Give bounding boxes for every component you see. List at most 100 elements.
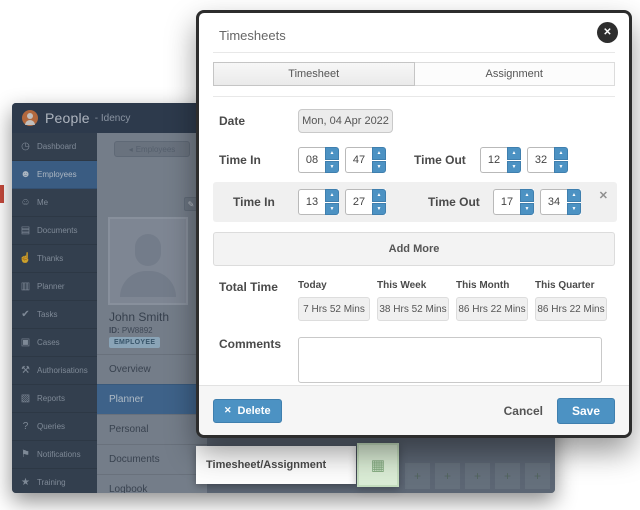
briefcase-icon: ▣ bbox=[20, 337, 31, 348]
time-out-minute-input[interactable] bbox=[540, 189, 567, 215]
profile-tab-documents[interactable]: Documents bbox=[97, 444, 207, 474]
sidebar-item-training[interactable]: ★ Training bbox=[12, 469, 97, 493]
date-label: Date bbox=[219, 114, 246, 128]
planner-add-cell[interactable]: + bbox=[525, 463, 550, 489]
time-out-label: Time Out bbox=[414, 153, 466, 167]
sidebar-item-label: Cases bbox=[37, 338, 60, 347]
total-time-label: Total Time bbox=[219, 280, 278, 294]
decrement-button[interactable]: ▼ bbox=[372, 160, 386, 173]
increment-button[interactable]: ▲ bbox=[372, 147, 386, 160]
increment-button[interactable]: ▲ bbox=[567, 189, 581, 202]
sidebar-item-label: Queries bbox=[37, 422, 66, 431]
delete-x-icon: ✕ bbox=[224, 405, 232, 415]
increment-button[interactable]: ▲ bbox=[325, 189, 339, 202]
decrement-button[interactable]: ▼ bbox=[325, 160, 339, 173]
save-button[interactable]: Save bbox=[556, 397, 615, 424]
brand-suffix: - Idency bbox=[94, 112, 131, 124]
brand-name: People bbox=[45, 110, 90, 126]
plus-icon: + bbox=[533, 469, 541, 483]
profile-tab-planner[interactable]: Planner bbox=[97, 384, 207, 414]
document-icon: ▤ bbox=[20, 225, 31, 236]
down-arrow-icon: ▼ bbox=[329, 163, 335, 170]
profile-menu: Overview Planner Personal Documents Logb… bbox=[97, 354, 207, 493]
cancel-button[interactable]: Cancel bbox=[503, 403, 543, 418]
back-button-label: Employees bbox=[135, 144, 176, 154]
date-input[interactable] bbox=[298, 109, 393, 133]
planner-add-cell[interactable]: + bbox=[405, 463, 430, 489]
sidebar-item-authorisations[interactable]: ⚒ Authorisations bbox=[12, 357, 97, 385]
tab-timesheet[interactable]: Timesheet bbox=[213, 62, 415, 86]
planner-add-cell[interactable]: + bbox=[435, 463, 460, 489]
sidebar-item-label: Notifications bbox=[37, 450, 81, 459]
tab-assignment[interactable]: Assignment bbox=[414, 62, 615, 86]
increment-button[interactable]: ▲ bbox=[372, 189, 386, 202]
time-out-minute-spinner: ▲ ▼ bbox=[527, 147, 568, 173]
plus-icon: + bbox=[413, 469, 421, 483]
time-row-1: Time In ▲ ▼ ▲ ▼ Time Out ▲ bbox=[219, 147, 629, 173]
sidebar-item-thanks[interactable]: ☝ Thanks bbox=[12, 245, 97, 273]
timesheets-modal: Timesheets ✕ Timesheet Assignment Date T… bbox=[196, 10, 632, 438]
total-this-month: This Month 86 Hrs 22 Mins bbox=[456, 280, 528, 321]
time-out-hour-input[interactable] bbox=[480, 147, 507, 173]
decrement-button[interactable]: ▼ bbox=[520, 202, 534, 215]
profile-tab-logbook[interactable]: Logbook bbox=[97, 474, 207, 493]
sidebar-item-queries[interactable]: ? Queries bbox=[12, 413, 97, 441]
back-to-employees-button[interactable]: ◂ Employees bbox=[114, 141, 190, 157]
increment-button[interactable]: ▲ bbox=[325, 147, 339, 160]
time-out-hour-input[interactable] bbox=[493, 189, 520, 215]
total-column-value: 86 Hrs 22 Mins bbox=[535, 297, 607, 321]
sidebar-item-tasks[interactable]: ✔ Tasks bbox=[12, 301, 97, 329]
spinner-buttons: ▲ ▼ bbox=[554, 147, 568, 173]
decrement-button[interactable]: ▼ bbox=[554, 160, 568, 173]
add-more-button[interactable]: Add More bbox=[213, 232, 615, 266]
down-arrow-icon: ▼ bbox=[376, 205, 382, 212]
spinner-buttons: ▲ ▼ bbox=[567, 189, 581, 215]
increment-button[interactable]: ▲ bbox=[554, 147, 568, 160]
planner-row-label-text: Timesheet/Assignment bbox=[206, 459, 327, 471]
decrement-button[interactable]: ▼ bbox=[372, 202, 386, 215]
sidebar-item-dashboard[interactable]: ◷ Dashboard bbox=[12, 133, 97, 161]
employee-id-value: PW8892 bbox=[121, 326, 153, 335]
increment-button[interactable]: ▲ bbox=[507, 147, 521, 160]
time-in-hour-input[interactable] bbox=[298, 189, 325, 215]
time-in-hour-spinner: ▲ ▼ bbox=[298, 189, 339, 215]
decrement-button[interactable]: ▼ bbox=[325, 202, 339, 215]
comments-input[interactable] bbox=[298, 337, 602, 383]
plus-icon: + bbox=[443, 469, 451, 483]
decrement-button[interactable]: ▼ bbox=[507, 160, 521, 173]
sidebar-item-employees[interactable]: ☻ Employees bbox=[12, 161, 97, 189]
time-out-hour-spinner: ▲ ▼ bbox=[493, 189, 534, 215]
down-arrow-icon: ▼ bbox=[511, 163, 517, 170]
time-in-label: Time In bbox=[233, 195, 275, 209]
selected-timesheet-cell[interactable]: ▦ bbox=[357, 443, 399, 487]
sidebar-item-label: Tasks bbox=[37, 310, 58, 319]
modal-title: Timesheets bbox=[219, 28, 286, 43]
planner-selected-row: Timesheet/Assignment ▦ bbox=[196, 443, 399, 487]
profile-tab-personal[interactable]: Personal bbox=[97, 414, 207, 444]
planner-add-cell[interactable]: + bbox=[465, 463, 490, 489]
chart-icon: ▧ bbox=[20, 393, 31, 404]
profile-tab-overview[interactable]: Overview bbox=[97, 354, 207, 384]
up-arrow-icon: ▲ bbox=[376, 150, 382, 157]
time-out-minute-input[interactable] bbox=[527, 147, 554, 173]
sidebar-item-reports[interactable]: ▧ Reports bbox=[12, 385, 97, 413]
time-in-minute-input[interactable] bbox=[345, 189, 372, 215]
sidebar-item-notifications[interactable]: ⚑ Notifications bbox=[12, 441, 97, 469]
sidebar-item-me[interactable]: ☺ Me bbox=[12, 189, 97, 217]
close-button[interactable]: ✕ bbox=[597, 22, 618, 43]
sidebar-item-label: Thanks bbox=[37, 254, 64, 263]
time-in-minute-input[interactable] bbox=[345, 147, 372, 173]
time-in-label: Time In bbox=[219, 153, 261, 167]
sidebar-item-cases[interactable]: ▣ Cases bbox=[12, 329, 97, 357]
delete-button[interactable]: ✕ Delete bbox=[213, 398, 282, 423]
sidebar-item-documents[interactable]: ▤ Documents bbox=[12, 217, 97, 245]
spinner-buttons: ▲ ▼ bbox=[325, 147, 339, 173]
remove-row-button[interactable]: ✕ bbox=[599, 189, 608, 202]
increment-button[interactable]: ▲ bbox=[520, 189, 534, 202]
time-in-hour-input[interactable] bbox=[298, 147, 325, 173]
sidebar-item-planner[interactable]: ▥ Planner bbox=[12, 273, 97, 301]
decrement-button[interactable]: ▼ bbox=[567, 202, 581, 215]
background-artifact bbox=[0, 185, 4, 203]
total-time-section: Total Time Today 7 Hrs 52 Mins This Week… bbox=[219, 280, 629, 321]
planner-add-cell[interactable]: + bbox=[495, 463, 520, 489]
